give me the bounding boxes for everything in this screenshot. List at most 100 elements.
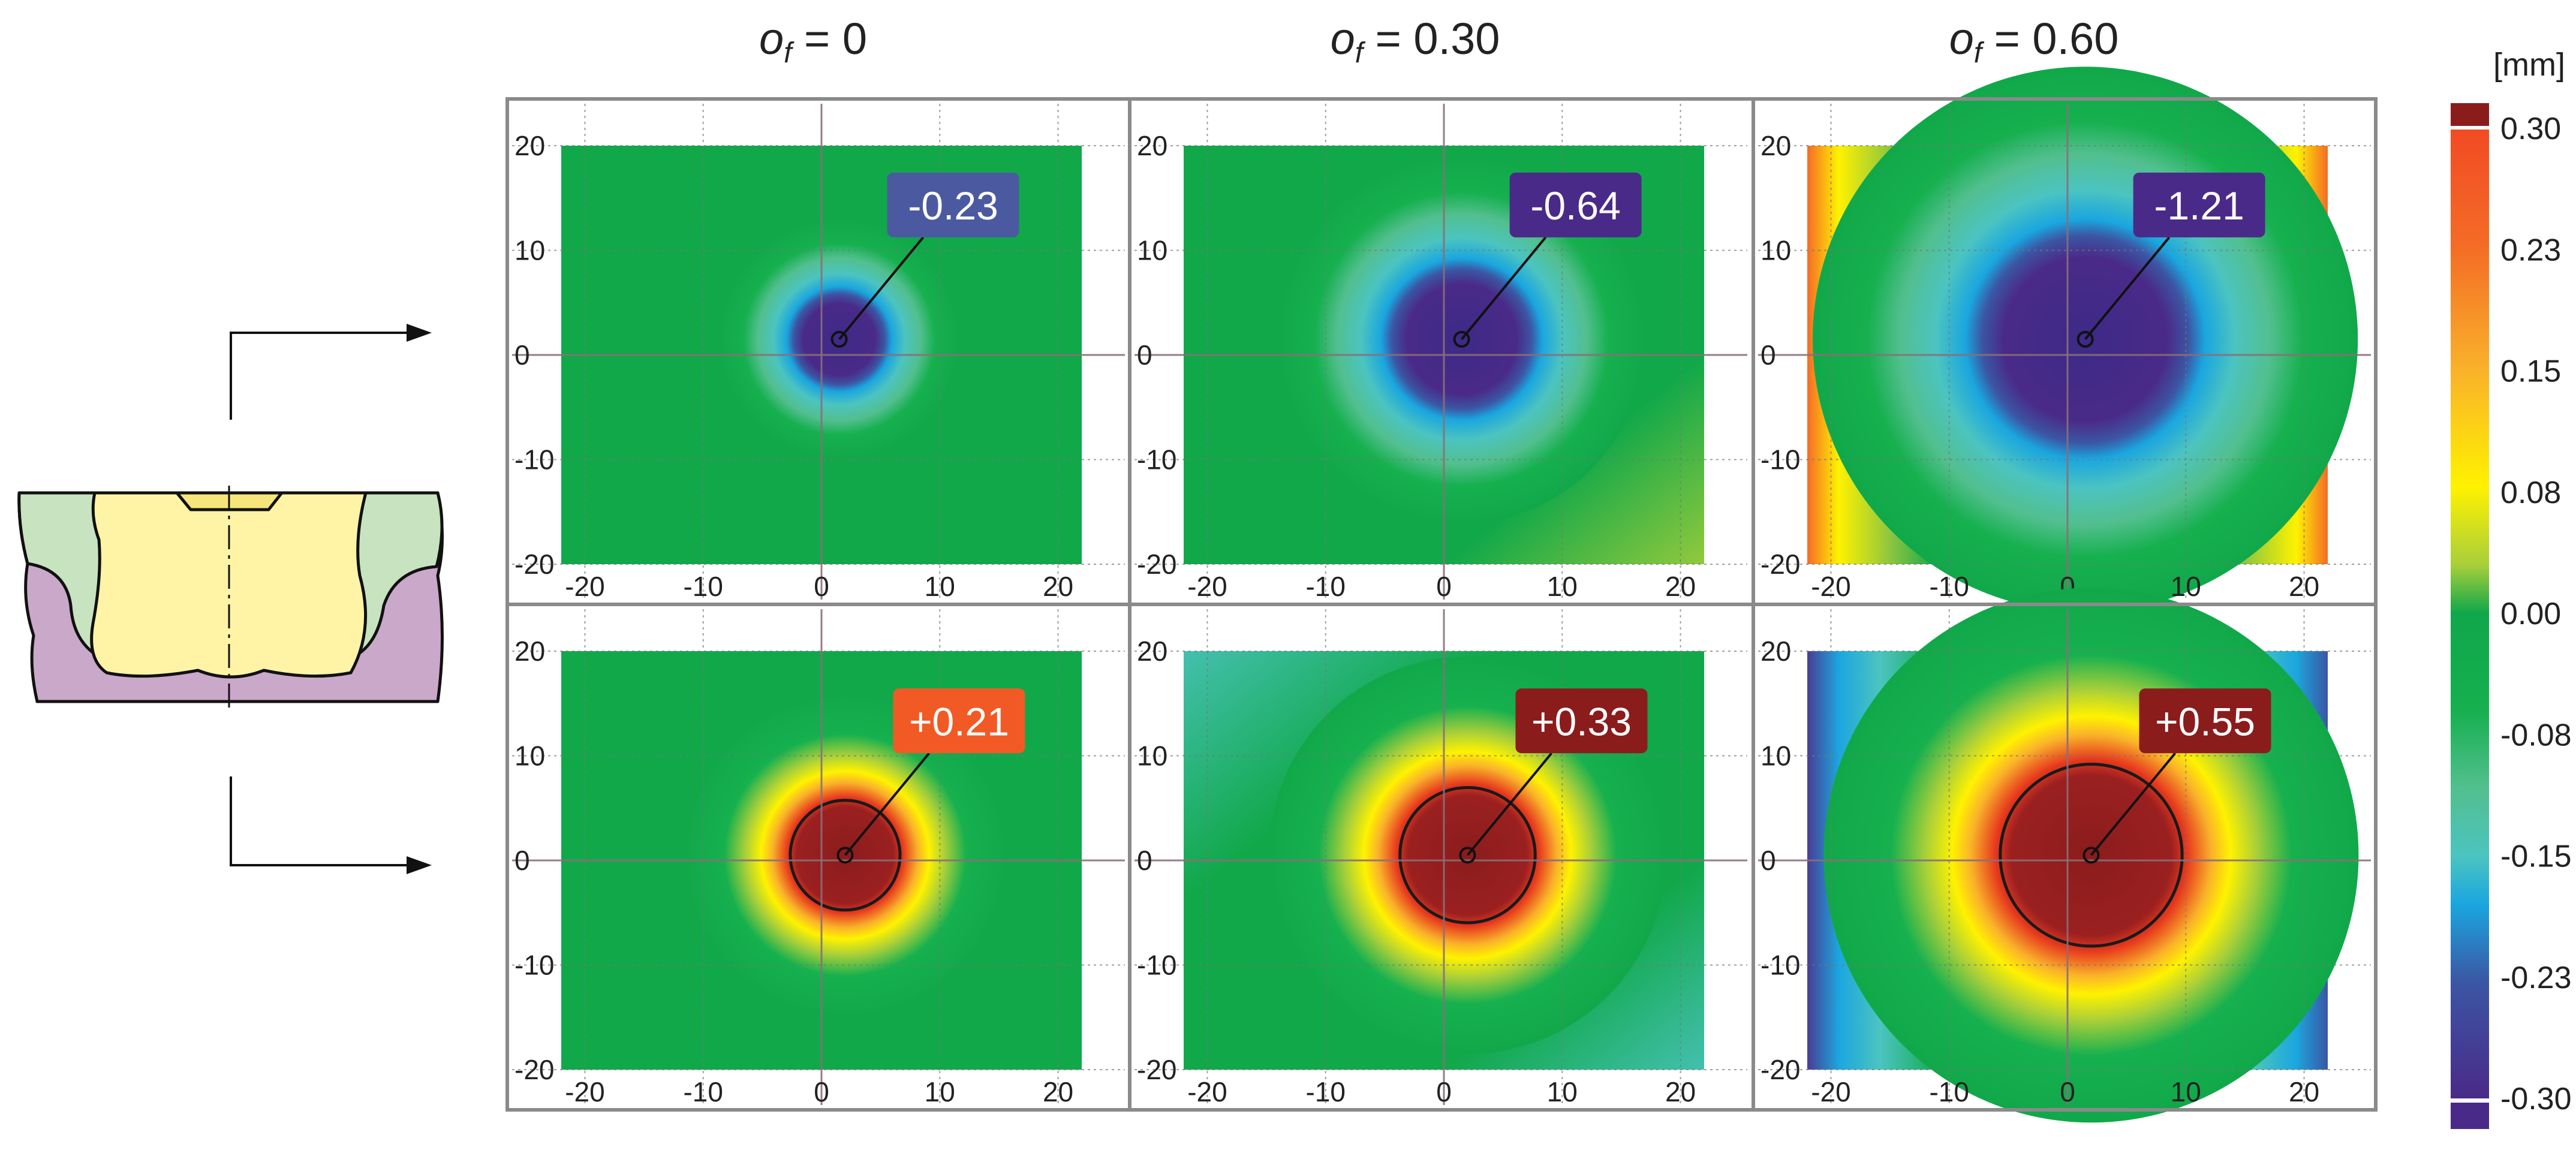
y-tick-label: 10 (514, 740, 545, 772)
x-tick-label: -10 (1305, 1076, 1345, 1107)
peak-label-box (2139, 688, 2271, 754)
panel-frame (505, 97, 2378, 1112)
arrow-lower (230, 776, 408, 866)
deformation-zone (1812, 67, 2358, 612)
arrow-lower-head (407, 856, 432, 874)
x-tick-label: -10 (1929, 1076, 1969, 1107)
contact-outline (1999, 763, 2184, 948)
column-header-2: of = 0.30 (1331, 14, 1500, 69)
peak-label-box (1509, 172, 1642, 237)
peak-label: +0.21 (909, 699, 1009, 743)
peak-marker (836, 847, 854, 864)
arrow-upper-head (407, 324, 432, 342)
peak-label: -0.23 (908, 183, 998, 228)
colorbar-tick-label: -0.15 (2500, 839, 2572, 874)
y-tick-label: 20 (1137, 636, 1167, 667)
panel-1-1: -20 -10 0 10 20 20 10 0 -10 -20 -0.23 (512, 104, 1125, 602)
peak-marker (830, 330, 848, 348)
column-header-3: of = 0.60 (1949, 14, 2119, 69)
x-tick-label: 20 (1043, 1076, 1073, 1107)
contact-outline (1398, 786, 1537, 925)
x-tick-label: -20 (1811, 571, 1850, 602)
peak-label-box (893, 688, 1025, 754)
x-tick-label: 20 (1665, 571, 1696, 602)
y-tick-label: 10 (1761, 740, 1791, 772)
colorbar-tick-label: 0.08 (2500, 475, 2561, 510)
y-tick-label: 0 (514, 339, 530, 371)
x-tick-label: 20 (1043, 571, 1073, 602)
leader-line (2090, 752, 2176, 856)
panel-1-2: -20 -10 0 10 20 20 10 0 -10 -20 -0.64 (1134, 104, 1747, 602)
y-tick-label: 20 (1137, 130, 1167, 161)
y-tick-label: 10 (514, 235, 545, 266)
x-tick-label: 0 (1436, 1076, 1452, 1107)
x-tick-label: -10 (683, 1076, 723, 1107)
x-tick-label: -10 (683, 571, 723, 602)
x-tick-label: 0 (814, 1076, 829, 1107)
panel-2-2: -20 -10 0 10 20 20 10 0 -10 -20 +0.33 (1134, 609, 1747, 1107)
grid (512, 609, 1125, 1105)
y-tick-label: 20 (1761, 130, 1791, 161)
deformation-zone (719, 219, 959, 459)
x-tick-label: 10 (925, 1076, 955, 1107)
y-tick-label: -20 (514, 549, 554, 580)
y-tick-label: -10 (1761, 444, 1800, 475)
colorbar-tick-label: -0.30 (2500, 1082, 2572, 1116)
colorbar-body (2451, 128, 2489, 1098)
y-tick-label: 0 (1137, 845, 1152, 876)
grid (1758, 609, 2371, 1105)
x-tick-label: 10 (1547, 1076, 1578, 1107)
y-tick-label: -20 (1761, 1054, 1800, 1085)
panel-2-3: -20 -10 0 10 20 20 10 0 -10 -20 +0.55 (1758, 588, 2371, 1123)
peak-marker (2077, 330, 2094, 348)
panel-grid: -20 -10 0 10 20 20 10 0 -10 -20 -0.23 -20 -10 0 10 20 20… (512, 67, 2371, 1123)
y-tick-label: 0 (1761, 339, 1776, 371)
grid (512, 104, 1125, 600)
colorbar-tick-label: 0.00 (2500, 597, 2561, 631)
peak-marker (1459, 847, 1476, 864)
x-tick-label: -10 (1305, 571, 1345, 602)
colorbar-tick-label: -0.23 (2500, 961, 2572, 995)
peak-label: +0.55 (2155, 699, 2255, 743)
y-tick-label: 20 (514, 130, 545, 161)
contact-outline (789, 799, 902, 912)
peak-label-box (887, 172, 1019, 237)
colorbar-over-cap (2451, 103, 2489, 127)
x-tick-label: -20 (565, 571, 604, 602)
x-tick-label: 20 (1665, 1076, 1696, 1107)
peak-label: +0.33 (1531, 699, 1632, 743)
colorbar-tick-label: 0.23 (2500, 233, 2561, 267)
x-tick-label: -10 (1929, 571, 1969, 602)
y-tick-label: -10 (514, 950, 554, 981)
colorbar-tick-label: -0.08 (2500, 718, 2572, 752)
arrows (230, 324, 432, 874)
peak-label-box (1515, 688, 1648, 754)
y-tick-label: 0 (514, 845, 530, 876)
column-headers: of = 0 of = 0.30 of = 0.60 (759, 14, 2118, 69)
y-tick-label: -20 (514, 1054, 554, 1085)
colorbar-under-cap (2451, 1102, 2489, 1129)
x-tick-label: 0 (2060, 1076, 2075, 1107)
y-tick-label: -10 (1137, 444, 1176, 475)
y-tick-label: 0 (1761, 845, 1776, 876)
x-tick-label: 10 (1547, 571, 1578, 602)
colorbar-unit: [mm] (2493, 47, 2565, 83)
peak-label: -1.21 (2154, 183, 2244, 228)
y-tick-label: -10 (1137, 950, 1176, 981)
x-tick-label: 10 (2171, 571, 2201, 602)
x-tick-label: -20 (1187, 1076, 1227, 1107)
colorbar-tick-label: 0.30 (2500, 112, 2561, 146)
y-tick-label: -20 (1137, 549, 1176, 580)
column-header-1: of = 0 (759, 14, 867, 69)
x-tick-label: 20 (2289, 571, 2319, 602)
y-tick-label: -10 (514, 444, 554, 475)
y-tick-label: -20 (1761, 549, 1800, 580)
y-tick-label: 20 (514, 636, 545, 667)
y-tick-label: -10 (1761, 950, 1800, 981)
leader-line (838, 236, 925, 341)
y-tick-label: -20 (1137, 1054, 1176, 1085)
leader-line (1466, 752, 1552, 856)
x-tick-label: 10 (925, 571, 955, 602)
